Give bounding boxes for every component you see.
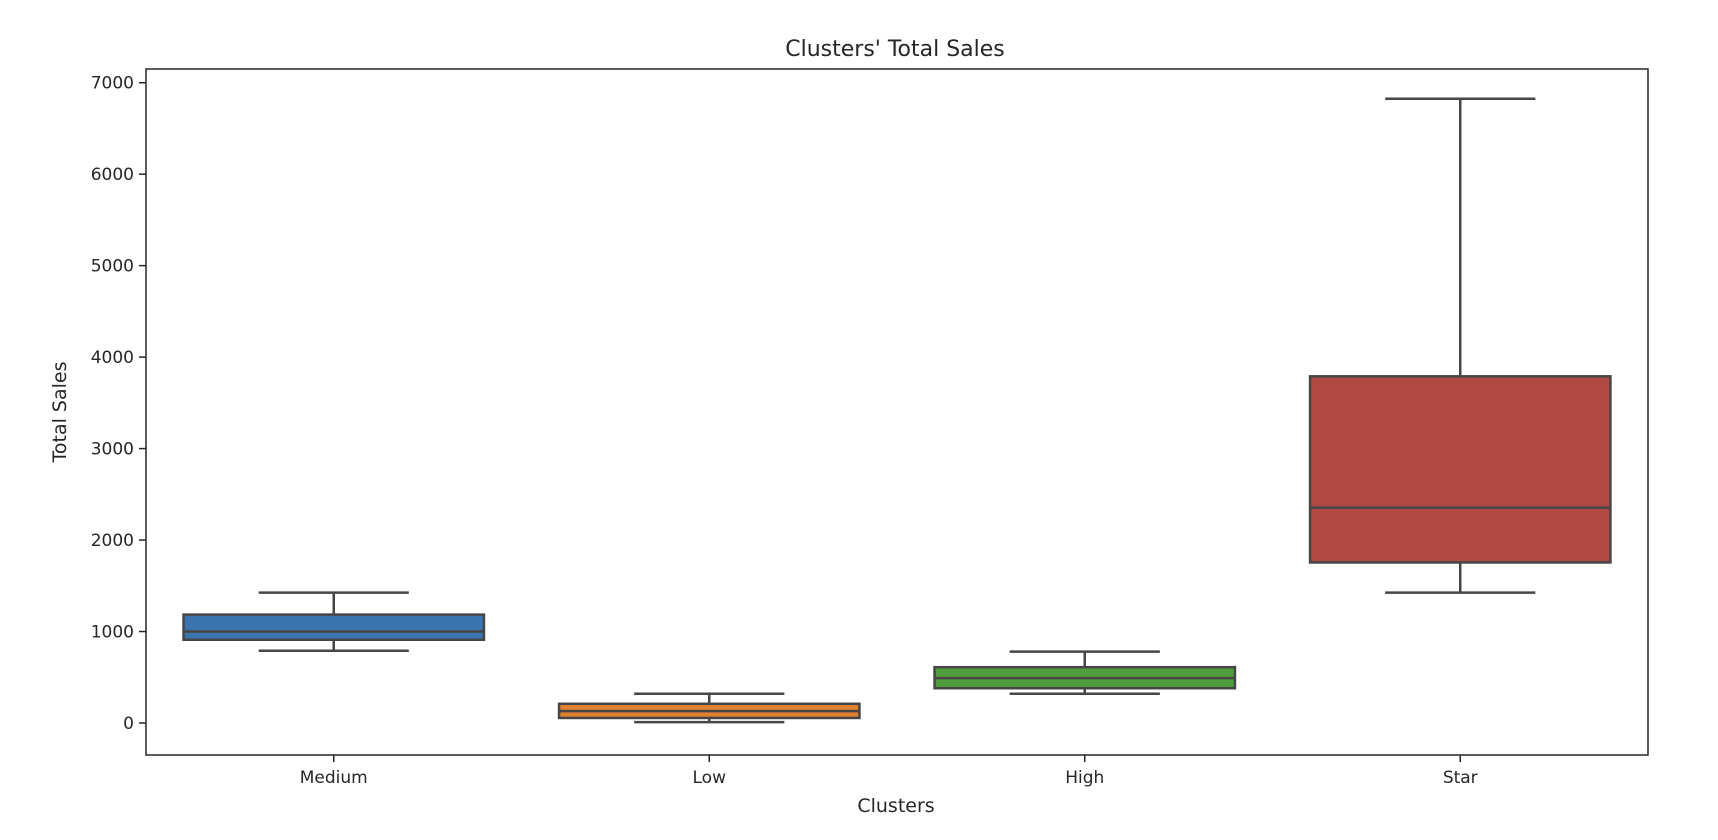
x-tick-label: Star xyxy=(1443,768,1478,788)
x-axis: Medium Low High Star xyxy=(300,755,1478,788)
box-medium xyxy=(182,591,486,652)
y-tick-label: 6000 xyxy=(91,165,134,185)
x-tick-label: Low xyxy=(693,768,727,788)
box-low xyxy=(557,692,861,724)
y-axis: 0 1000 2000 3000 4000 5000 6000 7000 xyxy=(91,74,146,734)
box-star xyxy=(1308,97,1612,594)
y-tick-label: 2000 xyxy=(91,531,134,551)
y-tick-label: 7000 xyxy=(91,74,134,94)
x-axis-label: Clusters xyxy=(857,795,934,817)
y-tick-label: 3000 xyxy=(91,440,134,460)
y-tick-label: 0 xyxy=(123,714,134,734)
y-tick-label: 4000 xyxy=(91,348,134,368)
y-tick-label: 1000 xyxy=(91,623,134,643)
y-tick-label: 5000 xyxy=(91,257,134,277)
x-tick-label: High xyxy=(1065,768,1104,788)
y-axis-label: Total Sales xyxy=(49,362,71,464)
box-iqr xyxy=(1308,375,1612,564)
box-iqr xyxy=(182,613,486,642)
chart-title: Clusters' Total Sales xyxy=(785,37,1005,62)
x-tick-label: Medium xyxy=(300,768,368,788)
plot-frame xyxy=(145,68,1649,756)
box-high xyxy=(933,650,1237,695)
plot-area xyxy=(182,97,1612,724)
